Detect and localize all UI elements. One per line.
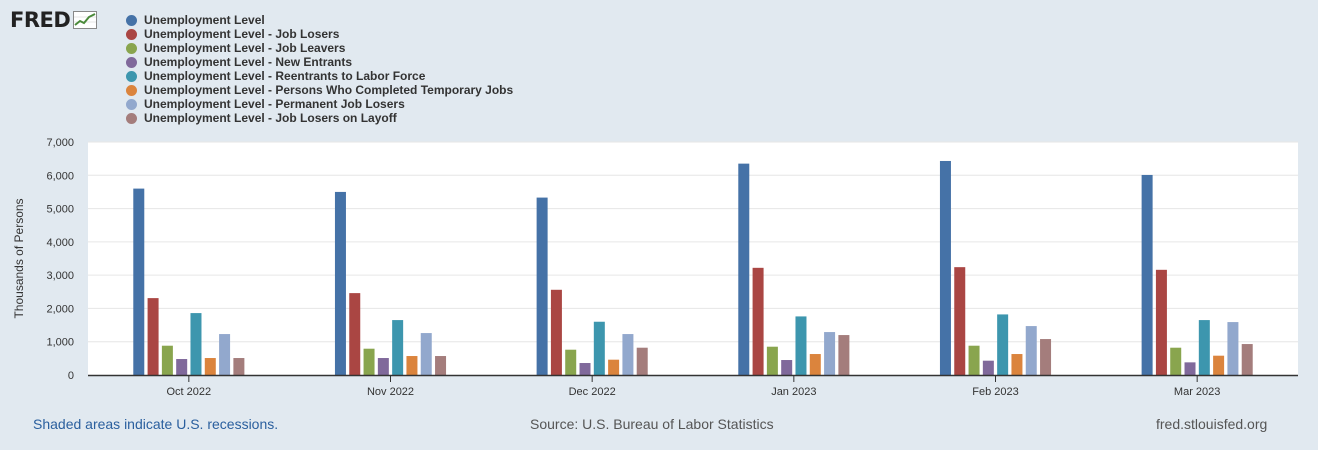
bar xyxy=(435,356,447,375)
y-tick-label: 3,000 xyxy=(46,270,74,282)
bar xyxy=(176,359,188,375)
legend-item[interactable]: Unemployment Level - Persons Who Complet… xyxy=(126,83,513,97)
bar xyxy=(997,314,1009,375)
bar xyxy=(536,197,548,375)
bar xyxy=(781,360,793,375)
legend-marker xyxy=(126,56,137,68)
source-note: Source: U.S. Bureau of Labor Statistics xyxy=(530,416,774,432)
chart-legend: Unemployment Level Unemployment Level - J… xyxy=(126,13,513,125)
bar xyxy=(982,360,994,375)
x-tick-label: Mar 2023 xyxy=(1174,386,1220,398)
legend-marker xyxy=(126,98,137,110)
bar xyxy=(766,346,778,375)
legend-item[interactable]: Unemployment Level - New Entrants xyxy=(126,55,513,69)
bar xyxy=(550,289,562,375)
bar xyxy=(1227,322,1239,375)
bar xyxy=(1170,347,1182,375)
bar xyxy=(608,359,620,375)
bar xyxy=(147,298,159,375)
fred-logo-text: FRED xyxy=(10,8,71,32)
bar-chart: 0 1,000 2,000 3,000 4,000 5,000 6,000 7,000 Thou… xyxy=(12,137,1298,398)
x-tick-label: Dec 2022 xyxy=(569,386,616,398)
legend-marker xyxy=(126,84,137,96)
bar xyxy=(406,356,418,375)
bar xyxy=(161,345,173,375)
legend-label: Unemployment Level - Job Losers on Layof… xyxy=(144,111,397,125)
y-tick-label: 5,000 xyxy=(46,204,74,216)
bar xyxy=(377,358,389,375)
bar xyxy=(565,349,577,375)
bar xyxy=(824,332,836,375)
x-tick-label: Feb 2023 xyxy=(972,386,1018,398)
bar xyxy=(1025,326,1037,375)
fred-logo[interactable]: FRED xyxy=(10,8,98,32)
bar xyxy=(1198,320,1210,375)
bar xyxy=(738,163,750,375)
y-tick-label: 1,000 xyxy=(46,337,74,349)
bar xyxy=(1011,354,1023,375)
legend-marker xyxy=(126,28,137,40)
legend-item[interactable]: Unemployment Level - Reentrants to Labor… xyxy=(126,69,513,83)
y-tick-label: 6,000 xyxy=(46,170,74,182)
x-tick-label: Nov 2022 xyxy=(367,386,414,398)
bar xyxy=(363,348,375,375)
recessions-note[interactable]: Shaded areas indicate U.S. recessions. xyxy=(33,416,279,432)
bar xyxy=(593,321,605,375)
legend-marker xyxy=(126,112,137,124)
bar xyxy=(752,267,764,375)
bar xyxy=(622,334,634,375)
legend-label: Unemployment Level - Job Leavers xyxy=(144,41,346,55)
y-tick-label: 0 xyxy=(68,370,74,382)
y-axis-label: Thousands of Persons xyxy=(12,198,26,318)
legend-label: Unemployment Level - Persons Who Complet… xyxy=(144,83,514,97)
bar xyxy=(579,363,591,375)
legend-label: Unemployment Level xyxy=(144,13,265,27)
bar xyxy=(420,333,432,375)
legend-label: Unemployment Level - Permanent Job Loser… xyxy=(144,97,405,111)
line-graph-icon xyxy=(73,11,98,29)
bar xyxy=(219,334,231,375)
bar xyxy=(809,354,821,375)
bar xyxy=(190,313,202,375)
bar xyxy=(1155,269,1167,375)
bar xyxy=(939,160,951,375)
bar xyxy=(838,335,850,375)
bar xyxy=(392,320,404,375)
bar xyxy=(1184,362,1196,375)
bar xyxy=(233,358,245,375)
bar xyxy=(795,316,807,375)
y-tick-label: 2,000 xyxy=(46,303,74,315)
legend-item[interactable]: Unemployment Level - Job Losers on Layof… xyxy=(126,111,513,125)
legend-item[interactable]: Unemployment Level - Job Losers xyxy=(126,27,513,41)
bar xyxy=(334,191,346,375)
legend-item[interactable]: Unemployment Level - Job Leavers xyxy=(126,41,513,55)
bar xyxy=(349,293,361,375)
bar xyxy=(1213,355,1225,375)
bar xyxy=(1040,339,1052,375)
legend-marker xyxy=(126,70,137,82)
bar xyxy=(954,267,966,375)
legend-label: Unemployment Level - Job Losers xyxy=(144,27,340,41)
y-tick-label: 7,000 xyxy=(46,137,74,149)
legend-item[interactable]: Unemployment Level xyxy=(126,13,513,27)
site-url[interactable]: fred.stlouisfed.org xyxy=(1156,416,1268,432)
y-tick-label: 4,000 xyxy=(46,237,74,249)
legend-item[interactable]: Unemployment Level - Permanent Job Loser… xyxy=(126,97,513,111)
x-tick-label: Jan 2023 xyxy=(771,386,816,398)
bar xyxy=(968,345,980,375)
bar xyxy=(204,358,216,375)
x-tick-label: Oct 2022 xyxy=(167,386,212,398)
bar xyxy=(1241,344,1253,375)
legend-label: Unemployment Level - New Entrants xyxy=(144,55,353,69)
bar xyxy=(133,188,145,375)
legend-marker xyxy=(126,14,137,26)
legend-marker xyxy=(126,42,137,54)
legend-label: Unemployment Level - Reentrants to Labor… xyxy=(144,69,426,83)
plot-area xyxy=(88,142,1298,375)
bar xyxy=(636,347,648,375)
bar xyxy=(1141,174,1153,375)
